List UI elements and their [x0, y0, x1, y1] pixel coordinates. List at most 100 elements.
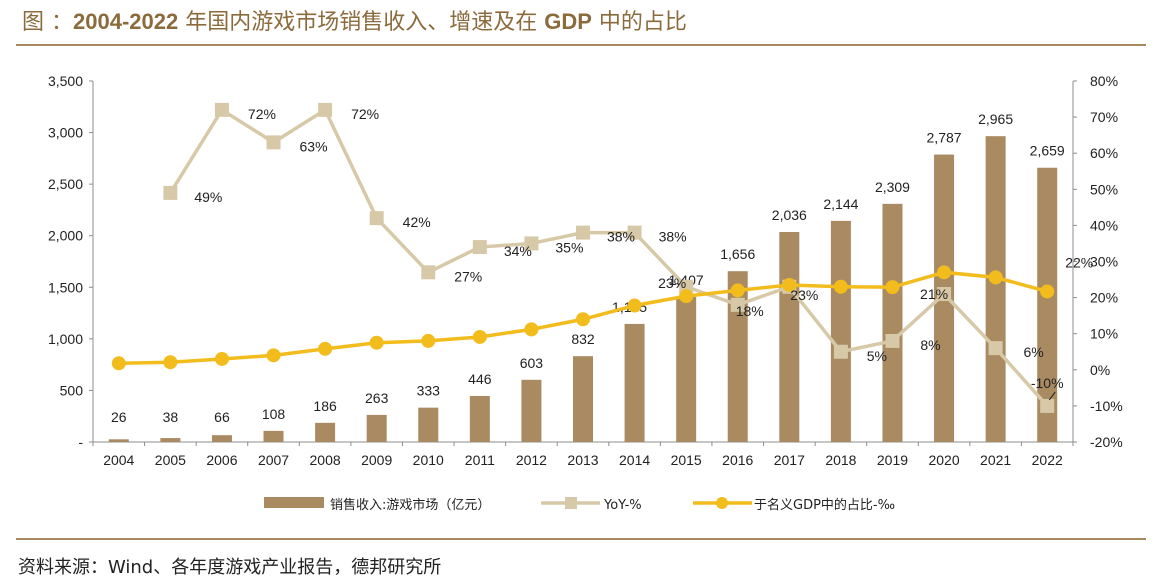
gdp-share-point [369, 335, 384, 350]
left-tick-label: 2,000 [48, 228, 83, 244]
revenue-data-label: 26 [111, 409, 127, 425]
x-tick-label: 2008 [310, 452, 341, 468]
gdp-share-point [782, 277, 797, 292]
gdp-share-point [627, 298, 642, 313]
revenue-bar [521, 379, 542, 442]
revenue-data-label: 2,144 [823, 196, 858, 212]
revenue-bar [882, 203, 903, 442]
revenue-bar [573, 356, 593, 442]
gdp-share-point [111, 356, 126, 371]
gdp-share-point [163, 355, 178, 370]
revenue-bar [676, 296, 697, 442]
gdp-share-point [885, 280, 900, 295]
revenue-bar [211, 435, 232, 442]
yoy-point [214, 102, 229, 117]
left-tick-label: 1,500 [48, 279, 83, 295]
left-tick-label: 500 [60, 382, 84, 398]
title-gdp: GDP [544, 9, 592, 34]
right-tick-label: -20% [1090, 434, 1123, 450]
x-tick-label: 2004 [103, 452, 134, 468]
x-tick-label: 2018 [825, 452, 856, 468]
gdp-share-point [421, 333, 436, 348]
gdp-share-point [1040, 284, 1055, 299]
revenue-bar [624, 323, 645, 442]
title-mid: 年国内游戏市场销售收入、增速及在 [178, 10, 545, 35]
yoy-data-label: 38% [659, 229, 687, 245]
revenue-data-label: 446 [468, 371, 492, 387]
x-tick-label: 2015 [671, 452, 702, 468]
x-tick-label: 2014 [619, 452, 650, 468]
gdp-share-point [524, 322, 539, 337]
yoy-label-leader [1048, 391, 1056, 401]
left-tick-label: 3,500 [48, 73, 83, 89]
yoy-data-label: 72% [248, 106, 276, 122]
yoy-data-label: 38% [607, 229, 635, 245]
gdp-share-point [214, 351, 229, 366]
x-tick-label: 2017 [774, 452, 805, 468]
x-tick-label: 2010 [413, 452, 444, 468]
revenue-bar [727, 271, 748, 442]
yoy-point [730, 297, 745, 312]
gdp-share-point [937, 265, 952, 280]
right-tick-label: 30% [1090, 254, 1118, 270]
source-note: 资料来源：Wind、各年度游戏产业报告，德邦研究所 [18, 557, 442, 578]
legend-gdp-label: 于名义GDP中的占比-‰ [754, 497, 895, 513]
yoy-point [1040, 398, 1055, 413]
gdp-share-point [266, 348, 281, 363]
x-tick-label: 2019 [877, 452, 908, 468]
revenue-data-label: 2,309 [875, 179, 910, 195]
yoy-point [833, 344, 848, 359]
yoy-data-label: 72% [351, 106, 379, 122]
revenue-data-label: 2,036 [772, 207, 807, 223]
revenue-data-label: 38 [163, 409, 179, 425]
revenue-data-label: 603 [520, 355, 544, 371]
x-tick-label: 2009 [361, 452, 392, 468]
x-tick-label: 2007 [258, 452, 289, 468]
title-suffix: 中的占比 [591, 10, 687, 35]
bottom-rule [16, 538, 1146, 540]
yoy-line [168, 107, 1049, 408]
x-tick-label: 2021 [980, 452, 1011, 468]
yoy-point [421, 265, 436, 280]
legend-revenue-swatch [264, 497, 324, 508]
revenue-bar [418, 407, 439, 442]
revenue-bar [779, 232, 800, 442]
legend-revenue-label: 销售收入:游戏市场（亿元） [330, 497, 490, 513]
revenue-bar [315, 422, 336, 442]
yoy-data-label: 63% [300, 138, 328, 154]
yoy-point [885, 333, 900, 348]
legend-gdp-marker [716, 497, 728, 509]
yoy-data-label: 42% [403, 214, 431, 230]
yoy-data-label: 6% [1024, 344, 1044, 360]
right-tick-label: 60% [1090, 145, 1118, 161]
gdp-share-point [318, 341, 333, 356]
x-tick-label: 2012 [516, 452, 547, 468]
page-title: 图 ：2004-2022 年国内游戏市场销售收入、增速及在 GDP 中的占比 [22, 4, 687, 36]
x-tick-label: 2020 [928, 452, 959, 468]
revenue-data-label: 2,659 [1030, 143, 1065, 159]
gdp-share-data-label: 22% [1065, 254, 1093, 270]
yoy-data-label: 23% [790, 287, 818, 303]
revenue-bar [366, 414, 387, 442]
gdp-share-point [472, 329, 487, 344]
yoy-point [524, 236, 539, 251]
title-years: 2004-2022 [73, 9, 179, 34]
gdp-share-point [730, 283, 745, 298]
right-tick-label: 50% [1090, 181, 1118, 197]
gdp-share-point [679, 289, 694, 304]
yoy-point [163, 185, 178, 200]
yoy-data-label: 27% [454, 268, 482, 284]
yoy-point [369, 211, 384, 226]
yoy-data-label: 21% [920, 286, 948, 302]
revenue-bar [985, 136, 1006, 442]
yoy-data-label: 5% [867, 348, 887, 364]
legend-yoy-label: YoY-% [603, 498, 642, 513]
right-tick-label: 0% [1090, 362, 1110, 378]
revenue-data-label: 66 [214, 409, 230, 425]
yoy-point [627, 225, 642, 240]
revenue-data-label: 832 [571, 331, 595, 347]
yoy-point [472, 240, 487, 255]
yoy-data-label: 35% [555, 239, 583, 255]
yoy-point [988, 341, 1003, 356]
